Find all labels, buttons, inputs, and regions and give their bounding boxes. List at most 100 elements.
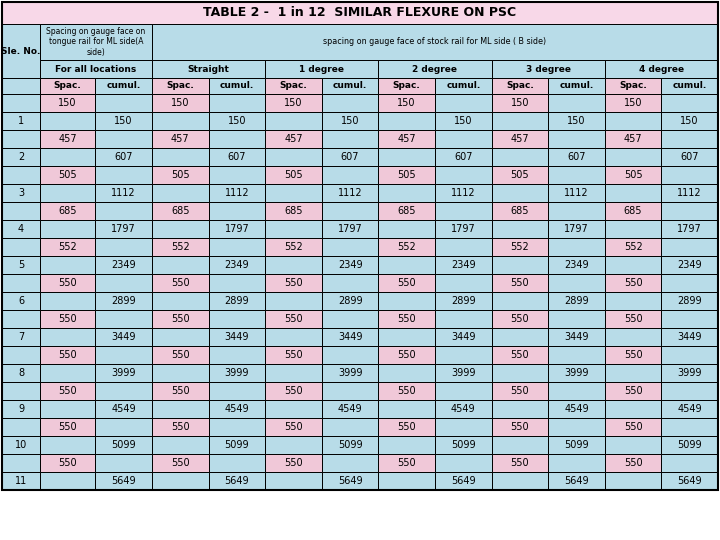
Text: 1112: 1112 bbox=[338, 188, 362, 198]
Bar bbox=[379, 256, 435, 274]
Bar bbox=[265, 436, 322, 454]
Text: 550: 550 bbox=[397, 314, 416, 324]
Bar bbox=[435, 148, 492, 166]
Bar bbox=[435, 436, 492, 454]
Bar bbox=[662, 78, 718, 94]
Bar bbox=[40, 220, 95, 238]
Text: 150: 150 bbox=[171, 98, 189, 108]
Text: 4549: 4549 bbox=[338, 404, 362, 414]
Bar bbox=[2, 382, 40, 400]
Text: 550: 550 bbox=[284, 278, 303, 288]
Bar bbox=[95, 202, 152, 220]
Bar bbox=[2, 2, 718, 24]
Bar bbox=[379, 220, 435, 238]
Bar bbox=[209, 184, 265, 202]
Bar bbox=[379, 472, 435, 490]
Bar bbox=[2, 112, 40, 130]
Text: 2349: 2349 bbox=[338, 260, 362, 270]
Bar bbox=[2, 400, 40, 418]
Text: 505: 505 bbox=[397, 170, 416, 180]
Bar bbox=[265, 364, 322, 382]
Bar bbox=[492, 310, 548, 328]
Text: 550: 550 bbox=[397, 422, 416, 432]
Bar bbox=[492, 78, 548, 94]
Bar bbox=[548, 346, 605, 364]
Bar bbox=[492, 418, 548, 436]
Bar bbox=[152, 454, 209, 472]
Bar bbox=[492, 400, 548, 418]
Bar bbox=[322, 454, 379, 472]
Text: 550: 550 bbox=[397, 278, 416, 288]
Text: 5099: 5099 bbox=[225, 440, 249, 450]
Bar bbox=[662, 364, 718, 382]
Bar bbox=[209, 346, 265, 364]
Text: 550: 550 bbox=[58, 386, 77, 396]
Bar bbox=[322, 130, 379, 148]
Text: 150: 150 bbox=[567, 116, 586, 126]
Bar bbox=[40, 238, 95, 256]
Bar bbox=[322, 292, 379, 310]
Bar bbox=[209, 472, 265, 490]
Bar bbox=[548, 256, 605, 274]
Bar bbox=[662, 274, 718, 292]
Bar bbox=[95, 382, 152, 400]
Bar bbox=[95, 364, 152, 382]
Bar bbox=[322, 112, 379, 130]
Bar bbox=[95, 328, 152, 346]
Bar bbox=[152, 418, 209, 436]
Bar bbox=[152, 238, 209, 256]
Text: 552: 552 bbox=[510, 242, 529, 252]
Text: 1797: 1797 bbox=[225, 224, 249, 234]
Bar bbox=[2, 256, 40, 274]
Bar bbox=[152, 112, 209, 130]
Bar bbox=[662, 382, 718, 400]
Bar bbox=[2, 220, 40, 238]
Bar bbox=[152, 400, 209, 418]
Text: 7: 7 bbox=[18, 332, 24, 342]
Text: 457: 457 bbox=[510, 134, 529, 144]
Bar bbox=[209, 274, 265, 292]
Bar bbox=[435, 328, 492, 346]
Bar bbox=[662, 148, 718, 166]
Bar bbox=[95, 166, 152, 184]
Bar bbox=[379, 130, 435, 148]
Text: 4 degree: 4 degree bbox=[639, 64, 684, 73]
Bar bbox=[322, 166, 379, 184]
Text: 550: 550 bbox=[58, 314, 77, 324]
Bar bbox=[40, 292, 95, 310]
Bar bbox=[379, 310, 435, 328]
Bar bbox=[40, 418, 95, 436]
Text: 550: 550 bbox=[624, 422, 642, 432]
Bar bbox=[265, 274, 322, 292]
Bar bbox=[2, 292, 40, 310]
Bar bbox=[492, 130, 548, 148]
Bar bbox=[2, 130, 40, 148]
Text: Spac.: Spac. bbox=[393, 82, 420, 91]
Text: 2 degree: 2 degree bbox=[413, 64, 457, 73]
Text: For all locations: For all locations bbox=[55, 64, 137, 73]
Text: 3 degree: 3 degree bbox=[526, 64, 571, 73]
Bar bbox=[605, 454, 662, 472]
Bar bbox=[209, 256, 265, 274]
Bar bbox=[40, 436, 95, 454]
Text: 10: 10 bbox=[15, 440, 27, 450]
Bar bbox=[379, 148, 435, 166]
Bar bbox=[435, 220, 492, 238]
Text: 505: 505 bbox=[171, 170, 189, 180]
Bar bbox=[95, 130, 152, 148]
Bar bbox=[2, 166, 40, 184]
Bar bbox=[435, 130, 492, 148]
Bar bbox=[40, 454, 95, 472]
Bar bbox=[322, 346, 379, 364]
Bar bbox=[95, 310, 152, 328]
Text: cumul.: cumul. bbox=[446, 82, 480, 91]
Bar bbox=[265, 112, 322, 130]
Bar bbox=[662, 256, 718, 274]
Bar bbox=[492, 60, 605, 78]
Bar bbox=[379, 184, 435, 202]
Text: 11: 11 bbox=[15, 476, 27, 486]
Text: 550: 550 bbox=[510, 314, 529, 324]
Text: 9: 9 bbox=[18, 404, 24, 414]
Bar bbox=[662, 94, 718, 112]
Bar bbox=[152, 328, 209, 346]
